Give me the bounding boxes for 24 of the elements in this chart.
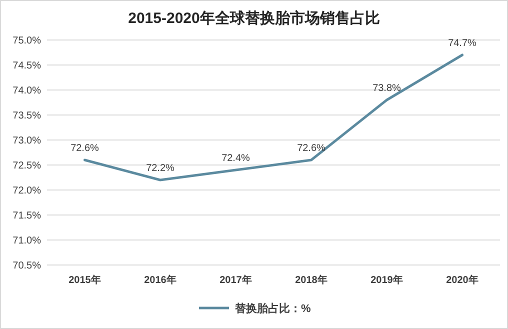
data-label: 72.6%	[297, 143, 326, 154]
data-label: 73.8%	[372, 83, 402, 94]
x-tick-label: 2016年	[144, 274, 176, 286]
x-tick-label: 2017年	[220, 274, 252, 286]
y-tick-label: 70.5%	[12, 260, 42, 272]
y-tick-label: 71.5%	[12, 210, 42, 222]
y-tick-label: 74.5%	[12, 60, 42, 72]
y-tick-label: 72.0%	[12, 186, 42, 196]
x-tick-label: 2015年	[68, 274, 101, 286]
data-label: 72.6%	[70, 143, 100, 154]
data-label: 72.4%	[222, 153, 250, 164]
y-tick-label: 71.0%	[12, 236, 42, 246]
y-tick-label: 72.5%	[12, 160, 42, 172]
y-tick-label: 73.5%	[12, 110, 42, 122]
chart-title: 2015-2020年全球替换胎市场销售占比	[128, 9, 380, 27]
data-label: 72.2%	[146, 163, 175, 174]
x-tick-label: 2018年	[295, 274, 328, 286]
x-tick-label: 2019年	[370, 274, 403, 286]
x-tick-label: 2020年	[446, 274, 478, 286]
legend-label: 替换胎占比：%	[234, 302, 311, 315]
y-tick-label: 74.0%	[12, 86, 42, 96]
y-tick-label: 75.0%	[12, 36, 42, 46]
data-label: 74.7%	[448, 38, 477, 49]
y-tick-label: 73.0%	[12, 136, 42, 146]
